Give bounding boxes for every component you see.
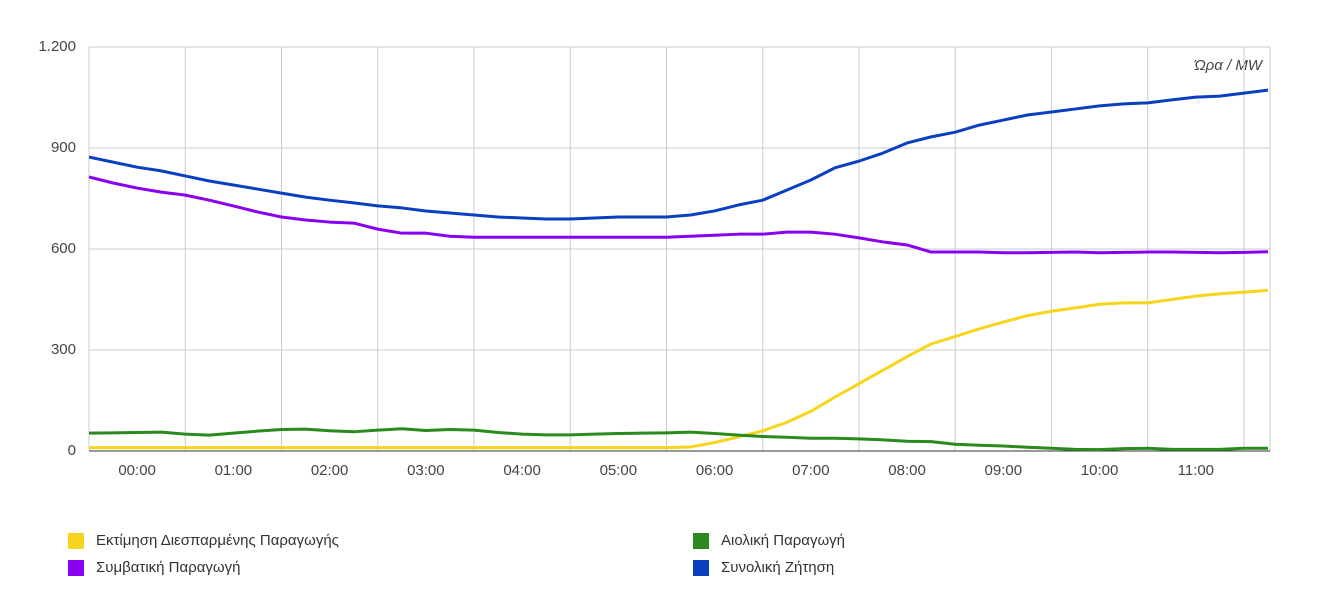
y-tick-label: 0 bbox=[68, 442, 76, 459]
y-tick-label: 1.200 bbox=[38, 38, 76, 55]
x-tick-label: 10:00 bbox=[1081, 462, 1119, 479]
x-tick-label: 02:00 bbox=[311, 462, 349, 479]
x-tick-label: 00:00 bbox=[118, 462, 156, 479]
x-tick-label: 09:00 bbox=[985, 462, 1023, 479]
x-tick-label: 07:00 bbox=[792, 462, 830, 479]
x-tick-label: 04:00 bbox=[503, 462, 541, 479]
series-line bbox=[88, 175, 1269, 255]
x-tick-label: 08:00 bbox=[888, 462, 926, 479]
annotation: Ώρα / MW bbox=[1194, 57, 1264, 74]
legend-swatch bbox=[693, 560, 709, 576]
series-line bbox=[88, 88, 1269, 221]
legend-label: Συνολική Ζήτηση bbox=[721, 559, 834, 576]
series-line bbox=[89, 288, 1269, 450]
legend-label: Αιολική Παραγωγή bbox=[721, 532, 845, 549]
legend-label: Εκτίμηση Διεσπαρμένης Παραγωγής bbox=[96, 532, 339, 549]
y-tick-label: 900 bbox=[51, 139, 76, 156]
series-line bbox=[88, 427, 1268, 452]
legend-swatch bbox=[68, 560, 84, 576]
legend-swatch bbox=[693, 533, 709, 549]
x-tick-label: 01:00 bbox=[215, 462, 253, 479]
x-tick-label: 06:00 bbox=[696, 462, 734, 479]
x-tick-label: 11:00 bbox=[1178, 462, 1214, 479]
y-tick-label: 300 bbox=[51, 341, 76, 358]
legend-label: Συμβατική Παραγωγή bbox=[96, 559, 240, 576]
legend-swatch bbox=[68, 533, 84, 549]
x-tick-label: 03:00 bbox=[407, 462, 445, 479]
x-tick-label: 05:00 bbox=[600, 462, 638, 479]
y-tick-label: 600 bbox=[51, 240, 76, 257]
